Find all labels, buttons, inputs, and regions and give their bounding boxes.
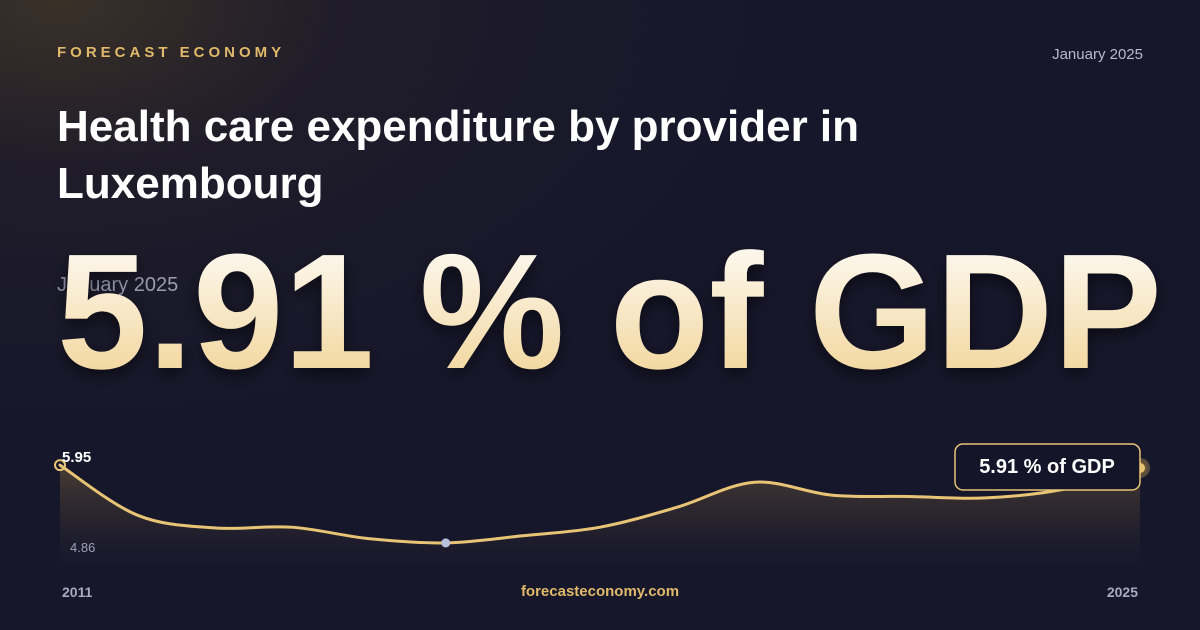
headline: 5.91 % of GDP xyxy=(57,220,1162,403)
brand: FORECAST ECONOMY xyxy=(57,44,286,61)
callout-label: 5.91 % of GDP xyxy=(979,456,1115,478)
x-tick-label: 2025 xyxy=(1107,584,1138,600)
callout-box xyxy=(954,443,1141,491)
site: forecasteconomy.com xyxy=(520,583,680,600)
max-label: 5.95 xyxy=(62,449,91,466)
area xyxy=(60,465,1140,565)
max-point xyxy=(54,459,66,472)
x-tick-label: 2011 xyxy=(62,584,93,600)
title: Health care expenditure by provider in L… xyxy=(57,102,860,208)
line xyxy=(58,463,1142,545)
date-ghost: January 2025 xyxy=(57,274,179,296)
min-label: 4.86 xyxy=(70,540,95,555)
min-point xyxy=(441,538,451,548)
date: January 2025 xyxy=(1052,46,1143,63)
